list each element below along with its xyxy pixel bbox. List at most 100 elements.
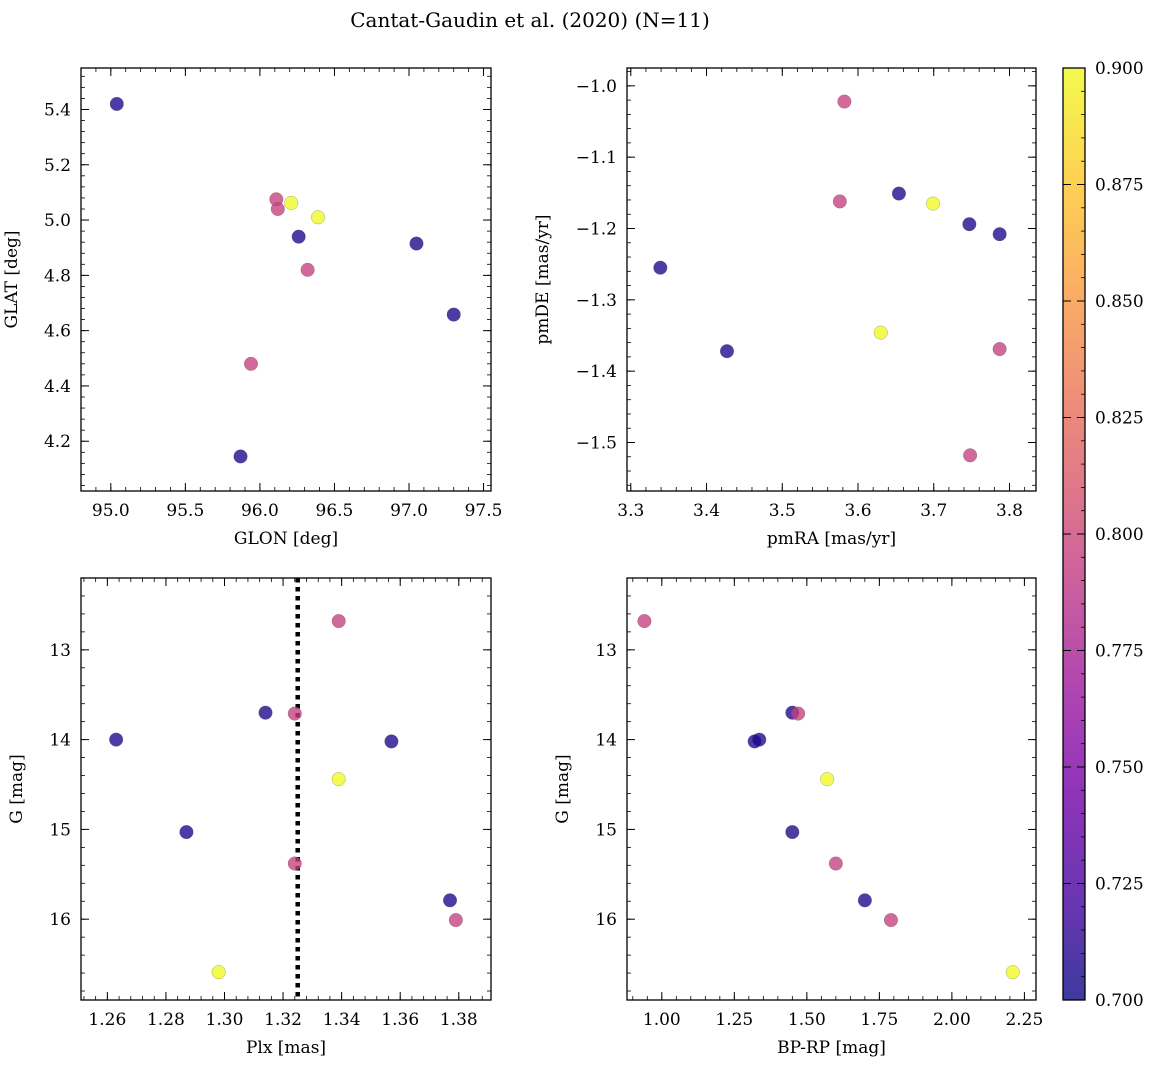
scatter-point	[331, 772, 346, 787]
panel-bprp-g: 1.00 1.25 1.50 1.75 2.00 2.25 13 14 15 16 BP-RP [m…	[553, 577, 1043, 1058]
x-tick-label: 1.26	[88, 1010, 126, 1030]
y-tick-label: 16	[49, 910, 71, 930]
scatter-point	[925, 196, 940, 211]
y-tick-label: −1.3	[576, 291, 617, 311]
scatter-point	[837, 94, 852, 109]
axes-frame	[626, 577, 1037, 1001]
y-tick-label: −1.0	[576, 77, 617, 97]
scatter-point	[409, 236, 424, 251]
x-axis-label: GLON [deg]	[234, 529, 338, 549]
x-tick-label: 95.0	[92, 501, 130, 521]
scatter-point	[291, 229, 306, 244]
scatter-point	[311, 210, 326, 225]
scatter-point	[791, 706, 806, 721]
x-axis-label: pmRA [mas/yr]	[767, 529, 896, 549]
scatter-point	[828, 856, 843, 871]
x-tick-label: 1.30	[206, 1010, 244, 1030]
x-tick-label: 97.5	[465, 501, 503, 521]
scatter-point	[719, 344, 734, 359]
x-tick-label: 3.6	[844, 501, 871, 521]
scatter-point	[258, 705, 273, 720]
x-tick-label: 3.5	[769, 501, 796, 521]
x-tick-label: 1.28	[147, 1010, 185, 1030]
y-tick-label: 4.6	[44, 322, 71, 342]
y-tick-label: −1.2	[576, 219, 617, 239]
scatter-point	[448, 913, 463, 928]
scatter-point	[747, 734, 762, 749]
scatter-point	[992, 342, 1007, 357]
x-tick-label: 1.00	[643, 1010, 681, 1030]
scatter-point	[962, 217, 977, 232]
y-tick-label: 14	[595, 731, 617, 751]
y-tick-label: 15	[49, 820, 71, 840]
x-tick-label: 3.3	[617, 501, 644, 521]
y-tick-label: 4.8	[44, 266, 71, 286]
y-tick-label: 5.4	[44, 100, 71, 120]
x-axis-label: BP-RP [mag]	[777, 1038, 886, 1058]
scatter-point	[287, 706, 302, 721]
x-tick-label: 1.32	[264, 1010, 302, 1030]
scatter-point	[109, 96, 124, 111]
x-tick-label: 1.50	[788, 1010, 826, 1030]
y-tick-label: 4.4	[44, 377, 71, 397]
x-tick-label: 2.00	[933, 1010, 971, 1030]
scatter-point	[109, 732, 124, 747]
scatter-point	[384, 734, 399, 749]
y-tick-label: 13	[595, 641, 617, 661]
colorbar-tick-label: 0.750	[1095, 758, 1144, 778]
panel-plx-g: 1.26 1.28 1.30 1.32 1.34 1.36 1.38 13 14 15 16 Plx …	[7, 577, 492, 1058]
scatter-point	[992, 227, 1007, 242]
scatter-point	[873, 325, 888, 340]
x-tick-label: 2.25	[1005, 1010, 1043, 1030]
scatter-point	[820, 772, 835, 787]
scatter-point	[832, 194, 847, 209]
x-tick-label: 1.38	[440, 1010, 478, 1030]
y-tick-label: −1.1	[576, 148, 617, 168]
colorbar-tick-label: 0.725	[1095, 875, 1144, 895]
y-axis-label: GLAT [deg]	[2, 230, 22, 328]
colorbar-tick-label: 0.875	[1095, 176, 1144, 196]
x-tick-label: 3.4	[693, 501, 720, 521]
scatter-point	[785, 825, 800, 840]
x-axis-label: Plx [mas]	[246, 1038, 326, 1058]
x-tick-label: 1.36	[381, 1010, 419, 1030]
scatter-point	[446, 307, 461, 322]
colorbar-tick-label: 0.825	[1095, 409, 1144, 429]
colorbar-tick-label: 0.800	[1095, 525, 1144, 545]
panel-pmra-pmde: 3.3 3.4 3.5 3.6 3.7 3.8 −1.5 −1.4 −1.3 −1.2 −1.1 −1…	[533, 67, 1037, 549]
scatter-point	[653, 260, 668, 275]
figure-title: Cantat-Gaudin et al. (2020) (N=11)	[350, 8, 710, 32]
scatter-point	[857, 893, 872, 908]
y-tick-label: 4.2	[44, 432, 71, 452]
scatter-point	[270, 201, 285, 216]
y-tick-label: 15	[595, 820, 617, 840]
y-axis-label: pmDE [mas/yr]	[533, 214, 553, 344]
y-tick-label: 16	[595, 910, 617, 930]
panel-glon-glat: 95.0 95.5 96.0 96.5 97.0 97.5 4.2 4.4 4.6 4.8 5.0 5…	[2, 67, 503, 549]
y-tick-label: −1.4	[576, 362, 617, 382]
colorbar-tick-label: 0.700	[1095, 991, 1144, 1011]
y-tick-label: 5.0	[44, 211, 71, 231]
colorbar-tick-label: 0.850	[1095, 292, 1144, 312]
x-tick-label: 1.25	[715, 1010, 753, 1030]
x-tick-label: 1.34	[323, 1010, 361, 1030]
y-tick-label: 5.2	[44, 156, 71, 176]
scatter-point	[284, 195, 299, 210]
colorbar: 0.700 0.725 0.750 0.775 0.800 0.825 0.850 0.875…	[1062, 59, 1144, 1011]
axes-frame	[80, 577, 492, 1001]
scatter-point	[331, 614, 346, 629]
colorbar-tick-label: 0.900	[1095, 59, 1144, 79]
y-tick-label: −1.5	[576, 433, 617, 453]
y-tick-label: 14	[49, 731, 71, 751]
scatter-point	[233, 449, 248, 464]
x-tick-label: 96.5	[316, 501, 354, 521]
scatter-point	[443, 893, 458, 908]
y-axis-label: G [mag]	[7, 754, 27, 823]
y-axis-label: G [mag]	[553, 754, 573, 823]
scatter-point	[891, 186, 906, 201]
axes-frame	[80, 67, 492, 492]
scatter-point	[300, 262, 315, 277]
x-tick-label: 96.0	[241, 501, 279, 521]
x-tick-label: 95.5	[166, 501, 204, 521]
